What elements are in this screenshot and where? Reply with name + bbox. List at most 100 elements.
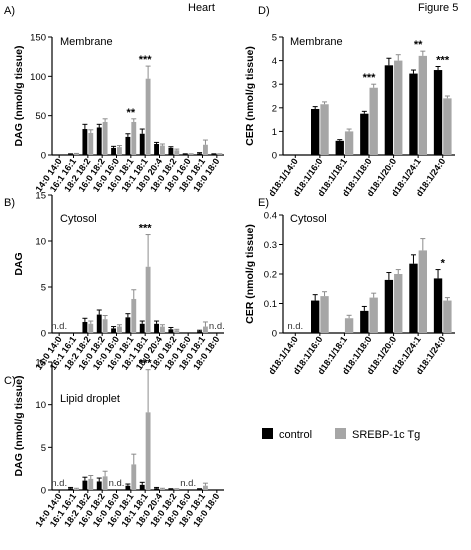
panel-C-ytick-label: 10 xyxy=(35,400,46,411)
panel-C-bar-control xyxy=(139,484,145,490)
panel-C-bar-control xyxy=(197,489,202,490)
panel-B-bar-tg xyxy=(160,326,165,333)
legend-control-swatch xyxy=(262,428,273,439)
panel-E-bar-tg xyxy=(418,250,427,333)
panel-E-ytick-label: 0.2 xyxy=(264,270,277,281)
panel-A-bar-tg xyxy=(117,147,122,155)
panel-E-bar-control xyxy=(360,310,369,333)
panel-D-bar-tg xyxy=(394,60,403,155)
panel-B-bar-control xyxy=(197,331,202,333)
panel-A-ytick-label: 50 xyxy=(35,111,46,122)
panel-B-bar-control xyxy=(168,329,174,333)
panel-A-bar-control xyxy=(125,136,131,155)
panel-E-bar-tg xyxy=(443,300,452,333)
panel-E-bar-control xyxy=(409,263,418,333)
panel-E-bar-tg xyxy=(369,297,378,333)
panel-E-ytick-label: 0 xyxy=(272,329,277,340)
panel-B-title: Cytosol xyxy=(60,213,97,225)
panel-C-bar-tg xyxy=(160,489,165,490)
panel-C-significance: *** xyxy=(139,358,153,370)
panel-B-ytick-label: 5 xyxy=(41,283,46,294)
panel-B-bar-tg xyxy=(102,319,108,333)
panel-D-title: Membrane xyxy=(290,36,343,48)
legend-tg-swatch xyxy=(335,428,346,439)
panel-D-bar-control xyxy=(409,73,418,155)
panel-D-ytick-label: 1 xyxy=(272,127,277,138)
panel-E-significance: * xyxy=(441,258,446,270)
panel-D-bar-tg xyxy=(443,98,452,155)
panel-D-significance: *** xyxy=(436,55,450,67)
panel-B-ytick-label: 10 xyxy=(35,237,46,248)
panel-A-bar-control xyxy=(197,153,202,155)
header-right: Figure 5 xyxy=(418,2,459,14)
panel-C-bar-tg xyxy=(174,489,180,490)
panel-B-bar-control xyxy=(82,321,88,333)
panel-C-nd-label: n.d. xyxy=(180,478,196,489)
panel-D-significance: ** xyxy=(414,39,423,51)
panel-B-ylabel: DAG xyxy=(13,252,25,275)
panel-A-ytick-label: 100 xyxy=(30,72,46,83)
panel-C-title: Lipid droplet xyxy=(60,393,120,405)
panel-C-nd-label: n.d. xyxy=(109,478,125,489)
panel-A-bar-tg xyxy=(217,154,223,155)
panel-A-title: Membrane xyxy=(60,36,113,48)
panel-E-bar-control xyxy=(384,279,394,333)
panel-C-ytick-label: 0 xyxy=(41,486,46,497)
panel-A-bar-tg xyxy=(131,121,137,155)
panel-E-ylabel: CER (nmol/g tissue) xyxy=(244,224,256,324)
panel-E-title: Cytosol xyxy=(290,213,327,225)
panel-E-ytick-label: 0.1 xyxy=(264,299,277,310)
panel-C-bar-control xyxy=(154,488,159,490)
panel-A-bar-tg xyxy=(74,153,79,155)
panel-B-bar-control xyxy=(154,323,159,333)
panel-E-bar-tg xyxy=(344,318,354,333)
panel-D-ylabel: CER (nmol/g tissue) xyxy=(244,46,256,146)
panel-B-bar-control xyxy=(96,314,102,333)
panel-B-bar-tg xyxy=(88,323,94,333)
panel-C-bar-tg xyxy=(203,485,208,490)
panel-C-bar-control xyxy=(96,481,102,490)
legend-control-label: control xyxy=(279,429,312,441)
panel-D-ytick-label: 2 xyxy=(272,103,277,114)
panel-A-ytick-label: 150 xyxy=(30,33,46,44)
panel-A-bar-control xyxy=(182,154,188,155)
panel-D-label: D) xyxy=(258,5,270,17)
panel-A-significance: ** xyxy=(127,107,136,119)
panel-B-nd-label: n.d. xyxy=(209,321,225,332)
panel-A-bar-tg xyxy=(174,150,180,155)
panel-A-bar-control xyxy=(82,129,88,155)
panel-C-bar-control xyxy=(125,485,131,490)
panel-B-ytick-label: 0 xyxy=(41,329,46,340)
panel-D-bar-tg xyxy=(369,87,378,155)
panel-A-bar-tg xyxy=(102,121,108,155)
panel-D-ytick-label: 3 xyxy=(272,80,277,91)
panel-C-ylabel: DAG (nmol/g tissue) xyxy=(13,376,25,477)
panel-E-ytick-label: 0.3 xyxy=(264,240,277,251)
panel-B-bar-tg xyxy=(117,326,122,333)
panel-B-label: B) xyxy=(4,197,15,209)
panel-D-bar-tg xyxy=(418,55,427,155)
panel-D-bar-tg xyxy=(320,104,329,155)
panel-D-ytick-label: 4 xyxy=(272,56,277,67)
panel-B-bar-tg xyxy=(203,326,208,333)
panel-A-bar-control xyxy=(96,127,102,155)
panel-A-label: A) xyxy=(4,5,15,17)
header-left: Heart xyxy=(188,2,215,14)
panel-A-ytick-label: 0 xyxy=(41,151,46,162)
panel-A-bar-tg xyxy=(188,154,194,155)
panel-C-bar-control xyxy=(168,489,174,490)
panel-D-bar-control xyxy=(384,65,394,155)
panel-C-bar-control xyxy=(68,488,73,490)
panel-B-nd-label: n.d. xyxy=(51,321,67,332)
panel-D-bar-control xyxy=(311,108,320,155)
panel-E-bar-tg xyxy=(394,274,403,333)
panel-E-label: E) xyxy=(258,197,269,209)
panel-B-bar-control xyxy=(111,328,116,333)
panel-C-label: C) xyxy=(4,375,16,387)
panel-A-bar-tg xyxy=(88,132,94,155)
panel-C-bar-tg xyxy=(131,464,137,490)
panel-A-bar-tg xyxy=(145,78,151,155)
panel-D-ytick-label: 5 xyxy=(272,33,277,44)
panel-B-bar-tg xyxy=(174,330,180,333)
